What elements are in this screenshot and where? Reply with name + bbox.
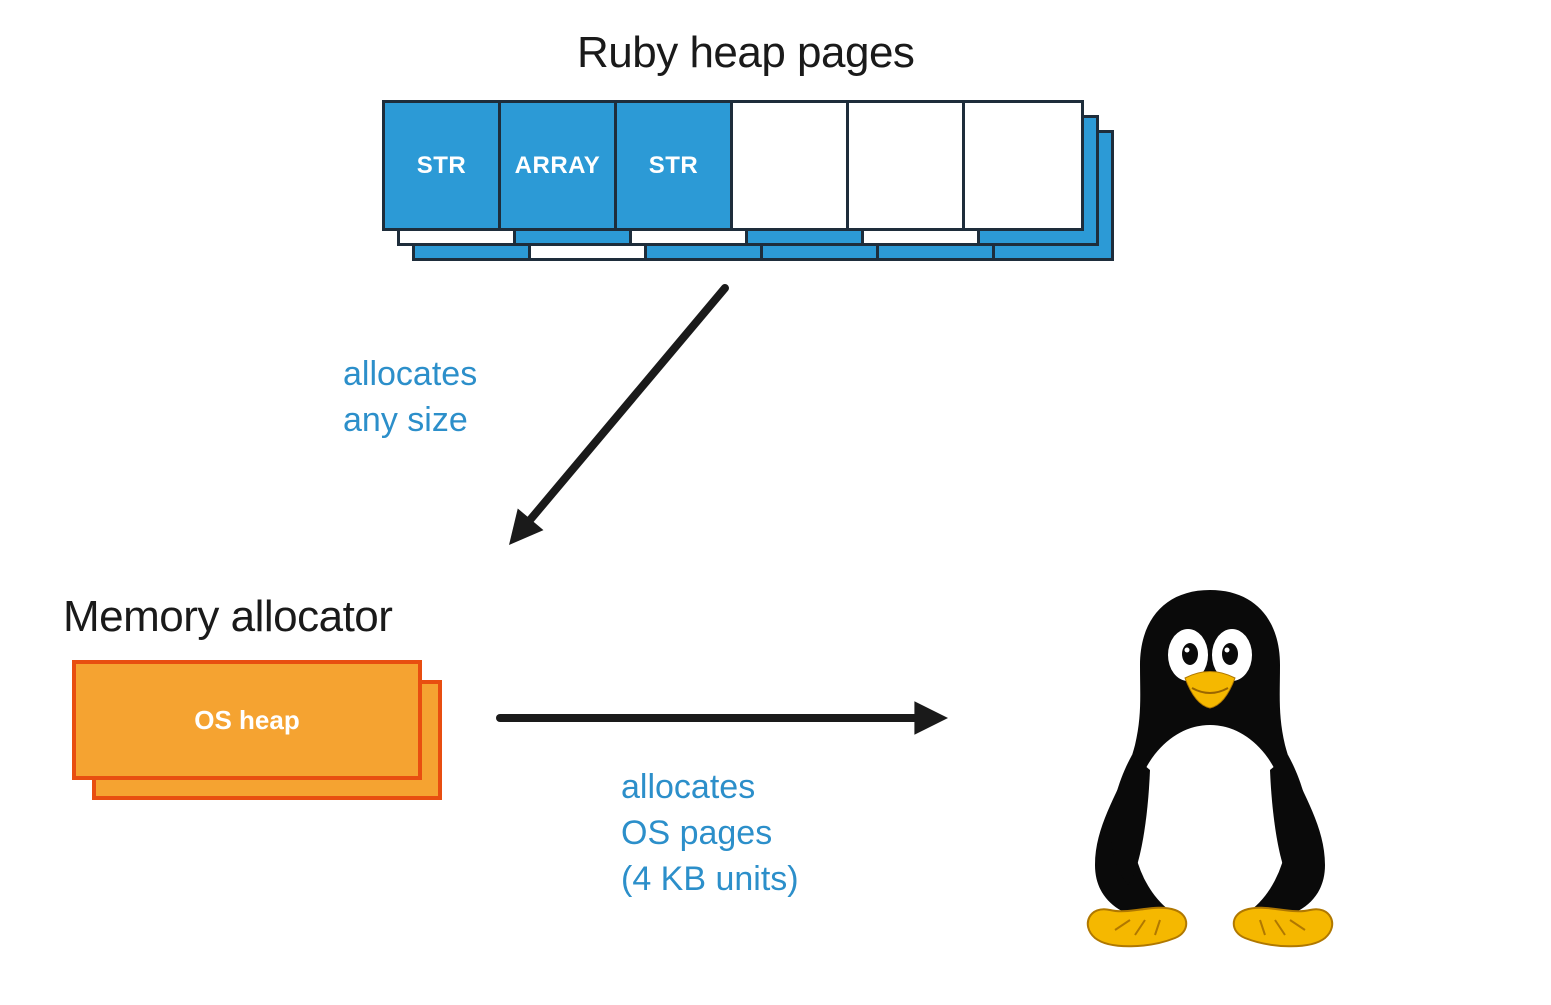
- annotation-allocates-os-pages: allocatesOS pages(4 KB units): [621, 765, 799, 903]
- heap-slot: STR: [617, 103, 733, 228]
- heap-slot: STR: [385, 103, 501, 228]
- annotation-line: (4 KB units): [621, 857, 799, 903]
- allocator-title: Memory allocator: [63, 592, 392, 642]
- annotation-line: allocates: [621, 765, 799, 811]
- os-heap-box: OS heap: [72, 660, 422, 780]
- linux-penguin-icon: [1040, 570, 1380, 950]
- heap-slot: ARRAY: [501, 103, 617, 228]
- arrow-heap-to-allocator: [485, 264, 749, 569]
- annotation-allocates-any-size: allocatesany size: [343, 352, 477, 444]
- heap-layer: STRARRAYSTR: [382, 100, 1084, 231]
- page-title: Ruby heap pages: [577, 28, 914, 78]
- heap-slot: [965, 103, 1081, 228]
- annotation-line: OS pages: [621, 811, 799, 857]
- heap-slot: [849, 103, 965, 228]
- annotation-line: allocates: [343, 352, 477, 398]
- heap-slot: [733, 103, 849, 228]
- arrow-allocator-to-kernel: [476, 694, 972, 742]
- annotation-line: any size: [343, 398, 477, 444]
